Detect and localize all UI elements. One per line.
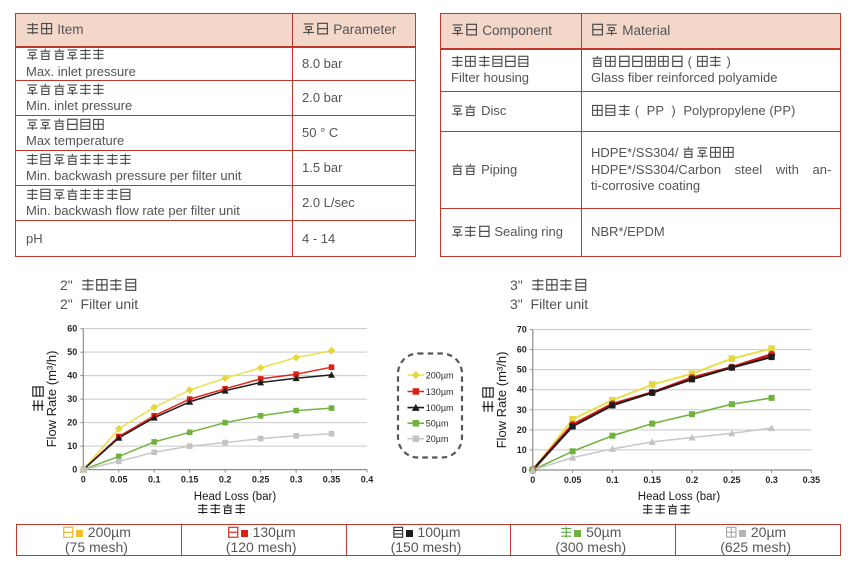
svg-text:0.1: 0.1: [606, 475, 619, 485]
svg-text:100µm: 100µm: [426, 403, 454, 413]
svg-text:60: 60: [517, 345, 527, 355]
svg-text:0.3: 0.3: [765, 475, 778, 485]
svg-text:0.35: 0.35: [323, 475, 341, 485]
svg-text:20: 20: [67, 418, 77, 428]
svg-text:0.05: 0.05: [564, 475, 582, 485]
svg-text:0.25: 0.25: [723, 475, 741, 485]
svg-text:10: 10: [517, 445, 527, 455]
svg-text:Head Loss (bar): Head Loss (bar): [638, 491, 721, 503]
svg-text:Flow Rate (m³/h): Flow Rate (m³/h): [44, 351, 59, 448]
svg-text:0: 0: [72, 465, 77, 475]
svg-text:0: 0: [530, 475, 535, 485]
svg-text:70: 70: [517, 325, 527, 335]
svg-text:20µm: 20µm: [426, 434, 449, 444]
svg-text:0.3: 0.3: [290, 475, 303, 485]
svg-text:0.25: 0.25: [252, 475, 270, 485]
svg-text:0.2: 0.2: [219, 475, 232, 485]
svg-text:0.1: 0.1: [148, 475, 161, 485]
svg-text:0.2: 0.2: [686, 475, 699, 485]
svg-text:0.15: 0.15: [181, 475, 199, 485]
svg-text:Flow Rate (m³/h): Flow Rate (m³/h): [494, 352, 509, 449]
svg-text:30: 30: [517, 405, 527, 415]
svg-text:40: 40: [517, 385, 527, 395]
svg-text:40: 40: [67, 371, 77, 381]
svg-text:0.15: 0.15: [643, 475, 661, 485]
svg-text:50µm: 50µm: [426, 419, 449, 429]
svg-text:50: 50: [67, 347, 77, 357]
svg-text:Head Loss (bar): Head Loss (bar): [194, 491, 277, 503]
svg-text:0.4: 0.4: [361, 475, 374, 485]
svg-text:60: 60: [67, 324, 77, 334]
svg-text:0.05: 0.05: [110, 475, 128, 485]
svg-text:50: 50: [517, 365, 527, 375]
svg-text:0: 0: [522, 465, 527, 475]
svg-text:200µm: 200µm: [426, 370, 454, 380]
svg-text:20: 20: [517, 425, 527, 435]
svg-text:0: 0: [81, 475, 86, 485]
svg-text:0.35: 0.35: [803, 475, 821, 485]
svg-text:30: 30: [67, 394, 77, 404]
svg-text:130µm: 130µm: [426, 387, 454, 397]
svg-text:10: 10: [67, 441, 77, 451]
